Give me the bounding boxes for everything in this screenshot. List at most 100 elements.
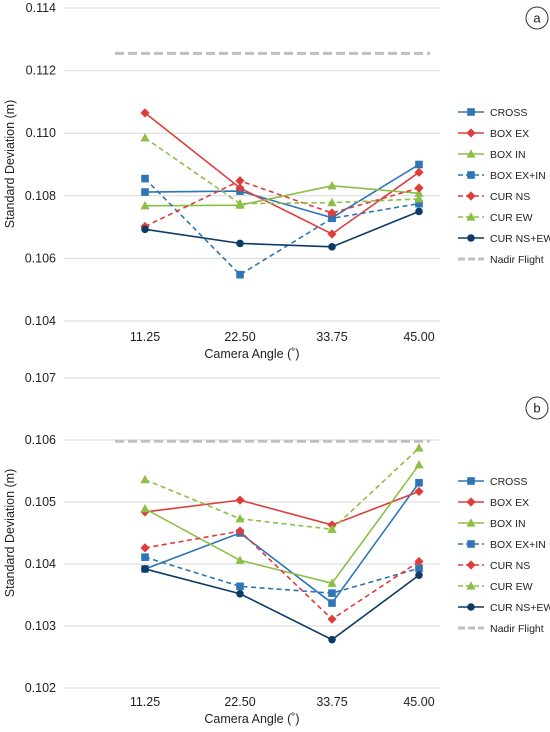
legend-swatch-marker (467, 234, 475, 242)
series-line (144, 163, 420, 219)
data-point (415, 160, 423, 169)
legend-label: BOX EX (490, 497, 529, 509)
series-line (144, 137, 420, 205)
x-axis-label: Camera Angle (˚) (204, 347, 299, 361)
series-line (144, 178, 420, 276)
legend-label: BOX IN (490, 149, 526, 161)
y-tick-label: 0.108 (25, 189, 56, 203)
x-tick-label: 11.25 (130, 695, 160, 709)
series-box-ex (140, 108, 424, 239)
series-cross (141, 160, 423, 222)
legend-swatch-marker (466, 560, 476, 570)
legend-label: CUR EW (490, 212, 533, 224)
series-cur-ew (140, 443, 424, 533)
data-point (236, 270, 244, 279)
legend-entry: BOX EX (458, 497, 529, 509)
data-point (414, 556, 424, 567)
data-point (141, 174, 149, 183)
legend-label: BOX EX+IN (490, 170, 546, 182)
data-point (415, 571, 423, 579)
legend-entry: CROSS (458, 107, 527, 119)
legend-entry: CROSS (458, 476, 527, 488)
x-axis-label: Camera Angle (˚) (204, 712, 299, 726)
data-point (235, 526, 245, 536)
series-box-ex-in (141, 553, 423, 597)
legend-label: BOX EX+IN (490, 539, 546, 551)
series-line (144, 490, 420, 526)
series-line (144, 556, 420, 594)
x-tick-label: 33.75 (316, 695, 347, 709)
y-tick-label: 0.105 (25, 495, 56, 509)
legend-label: CUR EW (490, 581, 533, 593)
series-cur-ns-ew (141, 565, 423, 644)
legend-entry: Nadir Flight (458, 254, 544, 266)
data-point (414, 167, 424, 177)
data-point (328, 243, 336, 251)
x-tick-label: 22.50 (224, 330, 255, 344)
legend-entry: CUR NS (458, 560, 530, 572)
y-tick-label: 0.106 (25, 251, 56, 265)
data-point (140, 543, 150, 553)
data-point (415, 199, 423, 208)
x-tick-label: 33.75 (316, 330, 347, 344)
legend-label: BOX IN (490, 518, 526, 530)
y-tick-label: 0.104 (25, 557, 56, 571)
series-line (144, 184, 420, 207)
series-line (144, 210, 420, 248)
y-tick-label: 0.110 (26, 126, 56, 140)
legend-swatch-marker (467, 540, 475, 548)
series-line (144, 447, 420, 531)
data-point (415, 207, 423, 216)
data-point (414, 183, 424, 193)
panel-tag-circle (525, 396, 549, 420)
legend-entry: CUR EW (458, 581, 533, 593)
x-tick-label: 22.50 (224, 695, 255, 709)
data-point (140, 474, 150, 484)
legend-swatch-marker (466, 212, 476, 221)
legend-entry: CUR NS+EW (458, 602, 550, 614)
series-box-in (140, 460, 424, 587)
data-point (327, 614, 337, 624)
legend-swatch-marker (467, 603, 475, 611)
data-point (140, 504, 150, 513)
series-cur-ew (140, 133, 424, 208)
data-point (328, 214, 336, 223)
x-tick-label: 45.00 (403, 695, 434, 709)
data-point (328, 599, 336, 607)
legend-swatch-marker (466, 128, 476, 138)
data-point (414, 443, 424, 452)
series-box-in (140, 180, 424, 210)
legend-swatch-marker (467, 477, 475, 485)
data-point (235, 495, 245, 505)
legend-label: CUR NS (490, 560, 530, 572)
data-point (328, 635, 336, 644)
series-line (144, 530, 420, 621)
legend-entry: BOX IN (458, 149, 526, 161)
data-point (327, 578, 337, 587)
y-tick-label: 0.106 (25, 433, 56, 447)
legend-swatch-marker (466, 581, 476, 590)
data-point (140, 133, 150, 142)
series-cur-ns-ew (141, 207, 423, 251)
data-point (141, 188, 149, 196)
legend-swatch-marker (466, 149, 476, 158)
data-point (415, 564, 423, 573)
y-axis-label: Standard Deviation (m) (3, 469, 17, 598)
y-tick-label: 0.104 (25, 314, 56, 328)
y-tick-label: 0.102 (25, 681, 56, 695)
data-point (141, 553, 149, 561)
data-point (327, 180, 337, 190)
data-point (236, 239, 244, 248)
y-axis-label: Standard Deviation (m) (3, 100, 17, 229)
legend-swatch-marker (466, 518, 476, 527)
series-box-ex-in (141, 174, 423, 279)
legend-label: CUR NS (490, 191, 530, 203)
x-tick-label: 11.25 (130, 330, 160, 344)
legend-entry: BOX IN (458, 518, 526, 530)
data-point (236, 589, 244, 598)
data-point (236, 582, 244, 591)
legend-label: CUR NS+EW (490, 233, 550, 245)
y-tick-label: 0.112 (26, 64, 56, 78)
chart-panel-b: 0.102 0.103 0.104 0.105 0.106 0.107 11.25 22.50… (3, 371, 550, 726)
